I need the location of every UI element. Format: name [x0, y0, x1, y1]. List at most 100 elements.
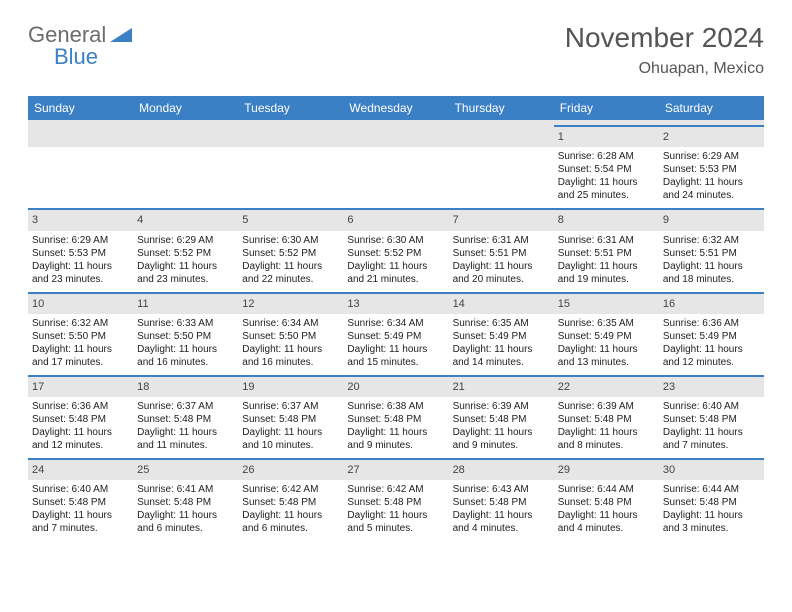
sunrise-line: Sunrise: 6:35 AM: [558, 317, 655, 330]
sunrise-line: Sunrise: 6:34 AM: [347, 317, 444, 330]
daylight-line: Daylight: 11 hours and 12 minutes.: [32, 426, 129, 452]
daylight-line: Daylight: 11 hours and 6 minutes.: [242, 509, 339, 535]
day-number: 3: [28, 210, 133, 230]
sunset-line: Sunset: 5:48 PM: [663, 413, 760, 426]
daylight-line: Daylight: 11 hours and 25 minutes.: [558, 176, 655, 202]
sunset-line: Sunset: 5:53 PM: [663, 163, 760, 176]
calendar-cell: 7 Sunrise: 6:31 AMSunset: 5:51 PMDaylight…: [449, 209, 554, 292]
calendar-cell: 29Sunrise: 6:44 AMSunset: 5:48 PMDayligh…: [554, 459, 659, 541]
sunset-line: Sunset: 5:49 PM: [453, 330, 550, 343]
location: Ohuapan, Mexico: [565, 60, 764, 78]
calendar-cell: 17Sunrise: 6:36 AMSunset: 5:48 PMDayligh…: [28, 376, 133, 459]
daylight-line: Daylight: 11 hours and 8 minutes.: [558, 426, 655, 452]
calendar-cell: 9Sunrise: 6:32 AMSunset: 5:51 PMDaylight…: [659, 209, 764, 292]
day-number: 30: [659, 460, 764, 480]
calendar-cell: 3 Sunrise: 6:29 AMSunset: 5:53 PMDaylight…: [28, 209, 133, 292]
sunset-line: Sunset: 5:48 PM: [347, 413, 444, 426]
calendar-cell-empty: [449, 126, 554, 209]
sunrise-line: Sunrise: 6:44 AM: [663, 483, 760, 496]
day-number: 22: [554, 377, 659, 397]
sunset-line: Sunset: 5:48 PM: [558, 496, 655, 509]
calendar-cell-empty: [28, 126, 133, 209]
sunset-line: Sunset: 5:53 PM: [32, 247, 129, 260]
daylight-line: Daylight: 11 hours and 23 minutes.: [137, 260, 234, 286]
daylight-line: Daylight: 11 hours and 19 minutes.: [558, 260, 655, 286]
calendar-week: 10Sunrise: 6:32 AMSunset: 5:50 PMDayligh…: [28, 293, 764, 376]
sunrise-line: Sunrise: 6:44 AM: [558, 483, 655, 496]
calendar-cell: 4Sunrise: 6:29 AMSunset: 5:52 PMDaylight…: [133, 209, 238, 292]
day-number: 25: [133, 460, 238, 480]
sunrise-line: Sunrise: 6:43 AM: [453, 483, 550, 496]
daylight-line: Daylight: 11 hours and 23 minutes.: [32, 260, 129, 286]
day-number: 5: [238, 210, 343, 230]
sunset-line: Sunset: 5:49 PM: [558, 330, 655, 343]
sunrise-line: Sunrise: 6:39 AM: [453, 400, 550, 413]
day-header: Sunday: [28, 96, 133, 120]
sunrise-line: Sunrise: 6:32 AM: [32, 317, 129, 330]
day-header: Thursday: [449, 96, 554, 120]
sunset-line: Sunset: 5:52 PM: [347, 247, 444, 260]
daylight-line: Daylight: 11 hours and 21 minutes.: [347, 260, 444, 286]
sunset-line: Sunset: 5:51 PM: [663, 247, 760, 260]
calendar-cell: 14Sunrise: 6:35 AMSunset: 5:49 PMDayligh…: [449, 293, 554, 376]
sunrise-line: Sunrise: 6:30 AM: [347, 234, 444, 247]
calendar-cell: 8Sunrise: 6:31 AMSunset: 5:51 PMDaylight…: [554, 209, 659, 292]
sunset-line: Sunset: 5:48 PM: [242, 496, 339, 509]
calendar-cell: 30Sunrise: 6:44 AMSunset: 5:48 PMDayligh…: [659, 459, 764, 541]
calendar-cell: 20Sunrise: 6:38 AMSunset: 5:48 PMDayligh…: [343, 376, 448, 459]
day-number: 27: [343, 460, 448, 480]
daylight-line: Daylight: 11 hours and 4 minutes.: [453, 509, 550, 535]
day-number: 12: [238, 294, 343, 314]
sunrise-line: Sunrise: 6:40 AM: [663, 400, 760, 413]
calendar-cell: 12Sunrise: 6:34 AMSunset: 5:50 PMDayligh…: [238, 293, 343, 376]
sunset-line: Sunset: 5:49 PM: [663, 330, 760, 343]
daylight-line: Daylight: 11 hours and 24 minutes.: [663, 176, 760, 202]
sunrise-line: Sunrise: 6:30 AM: [242, 234, 339, 247]
day-number: 2: [659, 127, 764, 147]
sunrise-line: Sunrise: 6:36 AM: [663, 317, 760, 330]
sunset-line: Sunset: 5:52 PM: [137, 247, 234, 260]
day-header: Tuesday: [238, 96, 343, 120]
sunset-line: Sunset: 5:54 PM: [558, 163, 655, 176]
calendar-cell: 26Sunrise: 6:42 AMSunset: 5:48 PMDayligh…: [238, 459, 343, 541]
day-header: Friday: [554, 96, 659, 120]
calendar-cell: 5Sunrise: 6:30 AMSunset: 5:52 PMDaylight…: [238, 209, 343, 292]
sunrise-line: Sunrise: 6:28 AM: [558, 150, 655, 163]
calendar-week: 3Sunrise: 6:29 AMSunset: 5:53 PMDaylight…: [28, 209, 764, 292]
day-number: 7: [449, 210, 554, 230]
day-number: 9: [659, 210, 764, 230]
daylight-line: Daylight: 11 hours and 20 minutes.: [453, 260, 550, 286]
daylight-line: Daylight: 11 hours and 6 minutes.: [137, 509, 234, 535]
daylight-line: Daylight: 11 hours and 9 minutes.: [347, 426, 444, 452]
day-number: 1: [554, 127, 659, 147]
sunrise-line: Sunrise: 6:31 AM: [453, 234, 550, 247]
sunrise-line: Sunrise: 6:29 AM: [32, 234, 129, 247]
calendar-cell: 2 Sunrise: 6:29 AMSunset: 5:53 PMDaylight…: [659, 126, 764, 209]
day-number: 6: [343, 210, 448, 230]
sunset-line: Sunset: 5:48 PM: [242, 413, 339, 426]
daylight-line: Daylight: 11 hours and 11 minutes.: [137, 426, 234, 452]
triangle-icon: [110, 24, 132, 47]
daylight-line: Daylight: 11 hours and 5 minutes.: [347, 509, 444, 535]
sunrise-line: Sunrise: 6:29 AM: [137, 234, 234, 247]
daylight-line: Daylight: 11 hours and 7 minutes.: [663, 426, 760, 452]
day-number: 24: [28, 460, 133, 480]
day-number: 23: [659, 377, 764, 397]
daylight-line: Daylight: 11 hours and 9 minutes.: [453, 426, 550, 452]
sunrise-line: Sunrise: 6:41 AM: [137, 483, 234, 496]
calendar-cell: 21Sunrise: 6:39 AMSunset: 5:48 PMDayligh…: [449, 376, 554, 459]
calendar-cell: 11Sunrise: 6:33 AMSunset: 5:50 PMDayligh…: [133, 293, 238, 376]
sunrise-line: Sunrise: 6:29 AM: [663, 150, 760, 163]
sunset-line: Sunset: 5:51 PM: [453, 247, 550, 260]
sunrise-line: Sunrise: 6:42 AM: [347, 483, 444, 496]
calendar-cell: 16Sunrise: 6:36 AMSunset: 5:49 PMDayligh…: [659, 293, 764, 376]
day-number: 18: [133, 377, 238, 397]
daylight-line: Daylight: 11 hours and 16 minutes.: [137, 343, 234, 369]
sunset-line: Sunset: 5:48 PM: [32, 496, 129, 509]
sunset-line: Sunset: 5:49 PM: [347, 330, 444, 343]
sunset-line: Sunset: 5:48 PM: [347, 496, 444, 509]
calendar-cell: 25 Sunrise: 6:41 AMSunset: 5:48 PMDayligh…: [133, 459, 238, 541]
sunset-line: Sunset: 5:48 PM: [137, 496, 234, 509]
day-number: 10: [28, 294, 133, 314]
day-number-empty: [343, 127, 448, 147]
